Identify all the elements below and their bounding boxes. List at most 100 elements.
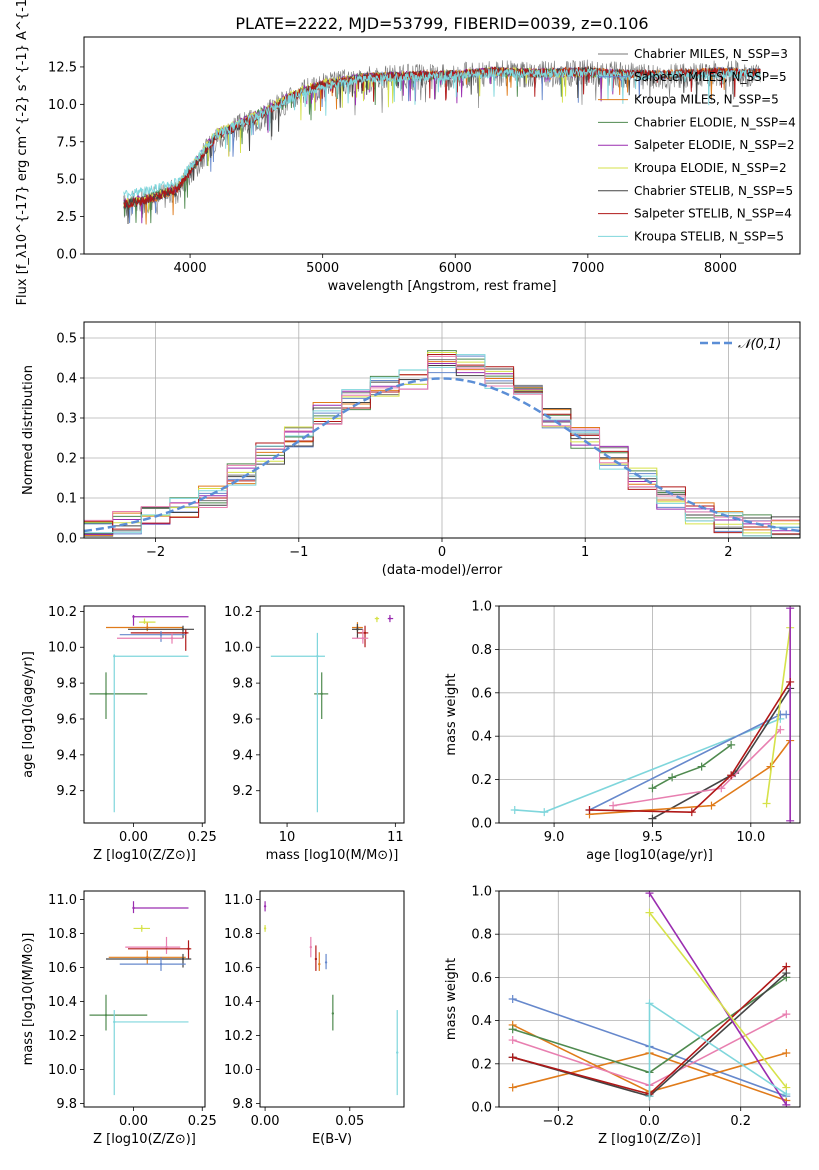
mass_vs_Z-point (146, 956, 149, 959)
weight_vs_age-ytick-label: 0.8 (471, 643, 492, 658)
mass_vs_ebv-ytick-label: 10.2 (224, 1029, 253, 1044)
weight_vs_Z-series-marker (508, 1036, 517, 1045)
mass_vs_ebv-frame (259, 890, 405, 1108)
age_vs_Z-xtick-label: 0.00 (119, 830, 148, 845)
mass_vs_ebv-point (263, 905, 267, 908)
age_vs_mass-ytick-label: 10.0 (224, 641, 253, 656)
spectrum-ytick-label: 5.0 (56, 173, 77, 188)
mass_vs_Z-frame (83, 890, 206, 1108)
weight_vs_age-ytick-label: 0.4 (471, 730, 492, 745)
weight_vs_age-series-marker (776, 725, 785, 734)
mass_vs_ebv-ytick-label: 10.8 (224, 927, 253, 942)
weight_vs_age-series-marker (609, 801, 618, 810)
residuals-ytick-label: 0.4 (56, 372, 77, 387)
residuals-xtick-label: −1 (289, 545, 308, 560)
weight_vs_Z-series-marker (645, 999, 654, 1008)
weight_vs_Z-ytick-label: 0.8 (471, 928, 492, 943)
weight_vs_Z-ytick-label: 0.2 (471, 1057, 492, 1072)
residuals-histogram (84, 353, 800, 538)
age_vs_mass-point (363, 631, 367, 635)
age_vs_Z-ytick-label: 9.4 (56, 748, 77, 763)
weight_vs_age-plot-area (510, 606, 795, 823)
age_vs_Z-point (146, 626, 149, 629)
figure-title: PLATE=2222, MJD=53799, FIBERID=0039, z=0… (235, 14, 648, 33)
age_vs_Z-point (181, 628, 185, 631)
weight_vs_age-frame (498, 605, 801, 824)
age_vs_mass-xlabel: mass [log10(M/M⊙)] (266, 848, 399, 863)
weight_vs_Z-series-marker (508, 1025, 517, 1034)
mass_vs_Z-ytick-label: 10.4 (48, 995, 77, 1010)
mass_vs_ebv-point (331, 1012, 335, 1015)
weight_vs_age-series-marker (668, 773, 677, 782)
spectrum-ylabel: Flux [f_λ10^{-17} erg cm^{-2} s^{-1} A^{… (15, 0, 30, 305)
spectrum-legend-label: Salpeter STELIB, N_SSP=4 (634, 207, 792, 221)
weight_vs_Z-series-marker (645, 1092, 654, 1101)
weight_vs_Z-xlabel: Z [log10(Z/Z⊙)] (598, 1132, 701, 1147)
mass_vs_Z-xtick-label: 0.00 (119, 1114, 148, 1129)
residuals-ytick-label: 0.1 (56, 492, 77, 507)
age_vs_Z-point (143, 620, 146, 624)
mass_vs_Z-ytick-label: 10.8 (48, 927, 77, 942)
residuals-legend-label: 𝒩(0,1) (738, 337, 781, 352)
age_vs_Z-xlabel: Z [log10(Z/Z⊙)] (93, 848, 196, 863)
weight_vs_age-series-marker (707, 801, 716, 810)
age_vs_mass-plot-area (270, 614, 394, 813)
weight_vs_age-series-marker (717, 784, 726, 793)
weight_vs_Z-series-marker (645, 908, 654, 917)
spectrum-xtick-label: 8000 (704, 261, 737, 276)
weight_vs_Z-series-marker (782, 1090, 791, 1099)
spectrum-ytick-label: 7.5 (56, 135, 77, 150)
spectrum-xtick-label: 6000 (439, 261, 472, 276)
weight_vs_age-series-marker (687, 808, 696, 817)
mass_vs_ebv-point (324, 961, 328, 964)
age_vs_Z-ytick-label: 9.8 (56, 677, 77, 692)
weight_vs_age-ytick-label: 0.0 (471, 817, 492, 832)
weight_vs_age-series-marker (540, 808, 549, 817)
weight_vs_age-series-line (765, 627, 791, 804)
mass_vs_ebv-ytick-label: 11.0 (224, 893, 253, 908)
weight_vs_Z-ytick-label: 0.6 (471, 971, 492, 986)
residuals-ytick-label: 0.5 (56, 332, 77, 347)
weight_vs_Z-series-marker (782, 1100, 791, 1107)
weight_vs_Z-ytick-label: 0.0 (471, 1101, 492, 1116)
spectrum-legend-label: Chabrier ELODIE, N_SSP=4 (634, 115, 796, 129)
residuals-histogram (84, 355, 800, 538)
mass_vs_Z-xlabel: Z [log10(Z/Z⊙)] (93, 1132, 196, 1147)
age_vs_Z-xtick-label: 0.25 (188, 830, 217, 845)
age_vs_mass-point (316, 655, 319, 658)
age_vs_Z-point (113, 655, 116, 658)
age_vs_Z-ytick-label: 9.6 (56, 712, 77, 727)
spectrum-xlabel: wavelength [Angstrom, rest frame] (328, 279, 557, 294)
residuals-normal-curve (84, 377, 800, 533)
weight_vs_Z-series-marker (508, 1053, 517, 1062)
weight_vs_Z-series-marker (508, 995, 517, 1003)
mass_vs_Z-ytick-label: 10.0 (48, 1063, 77, 1078)
mass_vs_Z-plot-area (89, 901, 192, 1096)
weight_vs_age-series-marker (786, 677, 795, 686)
age_vs_mass-point (375, 617, 379, 620)
weight_vs_age-series-marker (727, 740, 736, 749)
residuals-ytick-label: 0.0 (56, 532, 77, 547)
spectrum-legend-label: Kroupa STELIB, N_SSP=5 (634, 229, 784, 243)
weight_vs_Z-xtick-label: 0.2 (730, 1114, 751, 1129)
age_vs_Z-point (159, 633, 163, 636)
age_vs_mass-point (361, 637, 365, 640)
weight_vs_age-xtick-label: 9.5 (642, 830, 663, 845)
weight_vs_Z-ylabel: mass weight (444, 958, 459, 1040)
spectrum-legend-label: Chabrier MILES, N_SSP=3 (634, 47, 788, 61)
weight_vs_age-series-marker (585, 805, 594, 814)
mass_vs_Z-point (159, 962, 163, 966)
age_vs_Z-ytick-label: 10.0 (48, 641, 77, 656)
age_vs_Z-ylabel: age [log10(age/yr)] (21, 651, 36, 778)
mass_vs_ebv-ytick-label: 10.4 (224, 995, 253, 1010)
age_vs_mass-point (356, 628, 359, 631)
weight_vs_age-series-marker (648, 784, 657, 793)
mass_vs_Z-ytick-label: 10.6 (48, 961, 77, 976)
mass_vs_ebv-point (263, 927, 267, 930)
mass_vs_ebv-plot-area (263, 901, 399, 1096)
mass_vs_Z-point (165, 945, 168, 949)
weight_vs_Z-series-marker (782, 962, 791, 971)
weight_vs_Z-frame (498, 890, 801, 1108)
weight_vs_Z-ytick-label: 0.4 (471, 1014, 492, 1029)
weight_vs_age-ytick-label: 0.6 (471, 686, 492, 701)
